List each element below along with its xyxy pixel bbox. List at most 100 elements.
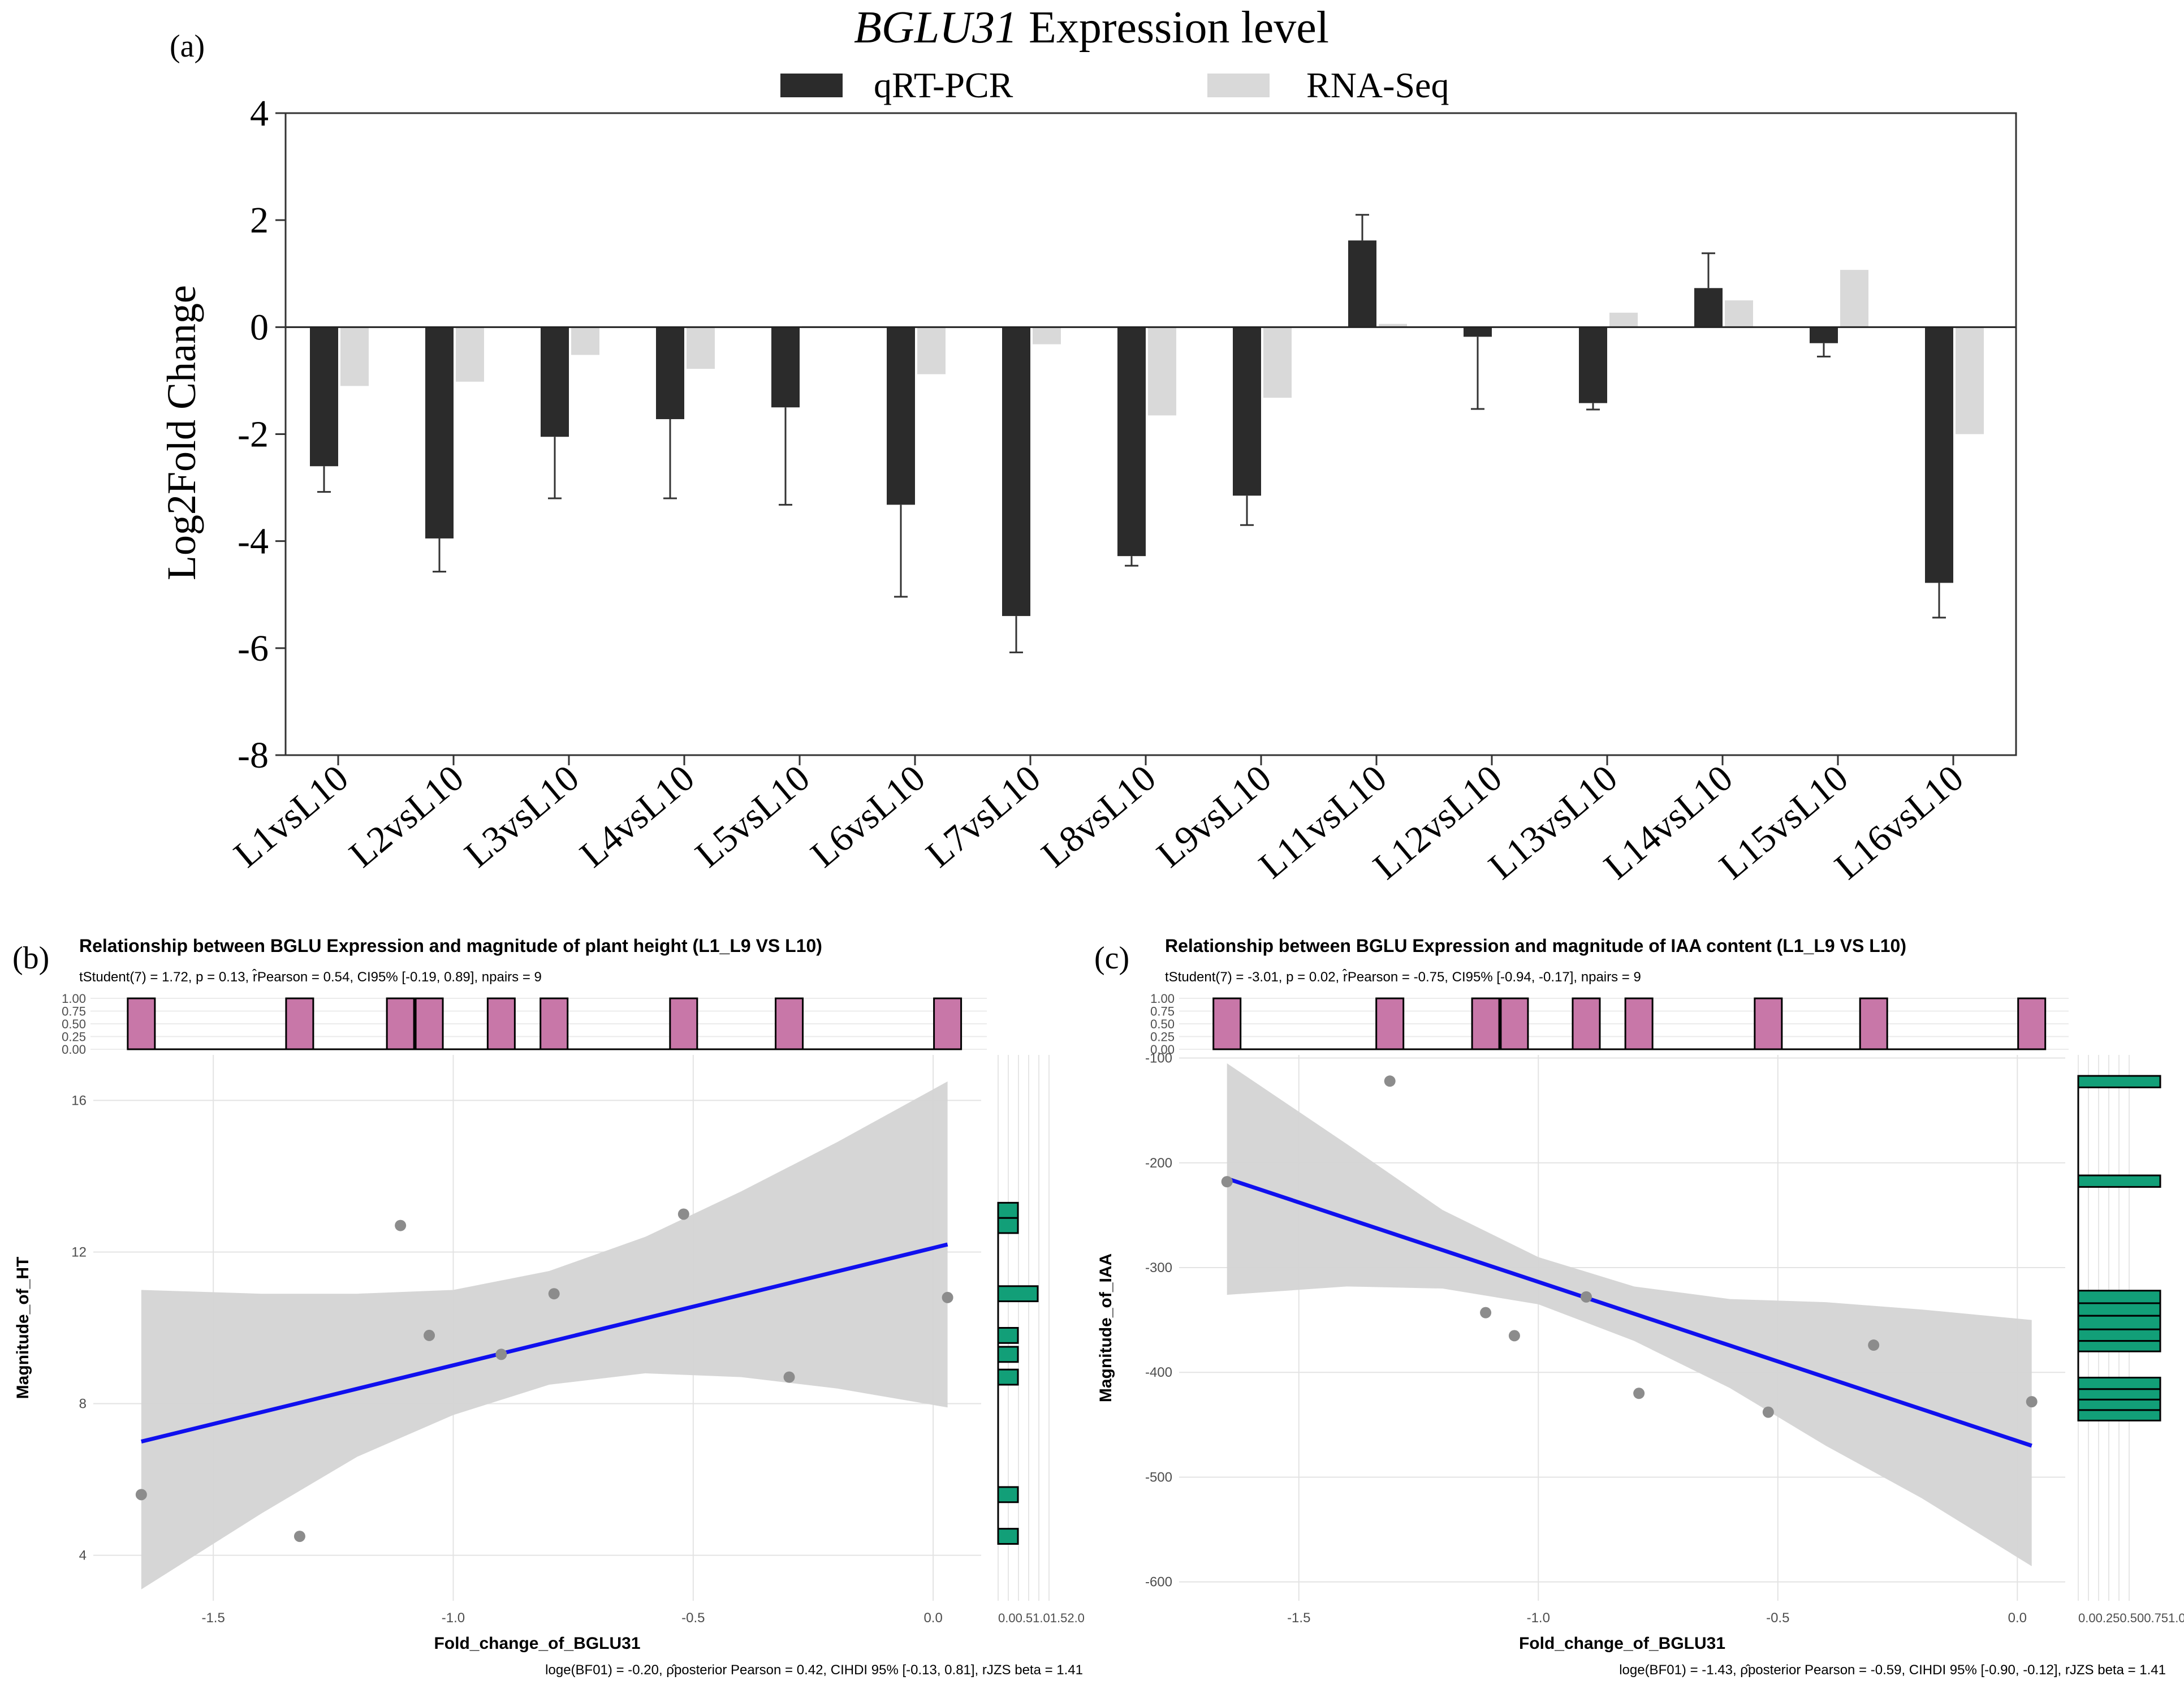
y-tick-label: -6 [238, 628, 269, 669]
hist-bin [997, 1368, 1019, 1386]
legend-swatch-rnaseq [1207, 74, 1270, 97]
bar-rna-seq [917, 327, 946, 374]
hist-bin [997, 1217, 1019, 1234]
data-point [1508, 1330, 1520, 1342]
bar-rna-seq [1840, 270, 1868, 328]
data-point [293, 1531, 305, 1542]
scatter-plot-area: -1.5 -1.0 -0.5 0.0 -100 -200 -300 -400 -500 -600 [1145, 1051, 2065, 1626]
panel-a-bar-chart: (a) BGLU31 Expression level qRT-PCR RNA-… [159, 3, 2017, 887]
legend: qRT-PCR RNA-Seq [780, 65, 1449, 105]
bar-rna-seq [456, 327, 484, 382]
x-tick-label: L2vsL10 [342, 757, 471, 876]
x-tick-label: -0.5 [681, 1610, 705, 1626]
hist-bin [1212, 997, 1242, 1050]
hist-y-tick-label: 0.50 [1150, 1017, 1175, 1031]
data-point [1480, 1307, 1492, 1319]
y-tick-label: 0 [250, 307, 269, 348]
bar-qrt-pcr [1117, 327, 1146, 557]
hist-bin [2017, 997, 2047, 1050]
side-marginal-histogram: 0.00.51.01.52.0 [997, 1055, 1085, 1625]
data-point [424, 1329, 435, 1341]
bar-qrt-pcr [541, 327, 569, 437]
x-tick-label: L7vsL10 [918, 757, 1048, 876]
hist-bin [285, 997, 314, 1050]
scatter-plot-area: -1.5 -1.0 -0.5 0.0 4 8 12 16 [71, 1055, 981, 1626]
bar-rna-seq [1609, 312, 1638, 328]
chart-title-gene: BGLU31 [854, 3, 1017, 53]
hist-bin [127, 997, 156, 1050]
bars [286, 214, 2016, 653]
hist-bin [2077, 1302, 2161, 1317]
hist-bin [1624, 997, 1654, 1050]
chart-title: BGLU31 Expression level [854, 3, 1329, 53]
plot-frame [284, 112, 2017, 756]
hist-bin [997, 1285, 1039, 1303]
data-point [548, 1288, 560, 1300]
top-marginal-histogram: 1.000.750.500.250.00 [62, 992, 987, 1057]
hist-y-tick-label: 0.25 [1150, 1030, 1175, 1044]
x-tick-label: -1.5 [201, 1610, 225, 1626]
bayes-caption: loge(BF01) = -0.20, ρ̂posterior Pearson … [545, 1662, 1083, 1678]
data-point [395, 1220, 407, 1231]
bar-qrt-pcr [887, 327, 915, 505]
bar-rna-seq [1033, 327, 1061, 344]
y-axis-title: Magnitude_of_IAA [1097, 1253, 1115, 1402]
x-axis-title: Fold_change_of_BGLU31 [434, 1634, 640, 1653]
data-point [1762, 1406, 1774, 1418]
chart-title-rest: Expression level [1017, 3, 1329, 53]
x-tick-label: 0.0 [2008, 1610, 2027, 1626]
panel-a-label: (a) [170, 29, 205, 64]
x-tick-label: L12vsL10 [1366, 757, 1510, 887]
y-tick-label: -600 [1145, 1575, 1172, 1590]
hist-bin [486, 997, 516, 1050]
y-axis: 4 2 0 -2 -4 -6 -8 [238, 93, 286, 776]
hist-bin [1471, 997, 1500, 1050]
x-tick-label: L8vsL10 [1034, 757, 1163, 876]
bar-qrt-pcr [1233, 327, 1261, 496]
bar-qrt-pcr [1579, 327, 1607, 403]
bar-qrt-pcr [425, 327, 454, 538]
bar-rna-seq [1725, 300, 1753, 328]
y-axis-title: Log2Fold Change [159, 285, 204, 580]
bar-rna-seq [340, 327, 369, 386]
hist-bin [2077, 1174, 2161, 1188]
bar-rna-seq [571, 327, 599, 355]
plot-title: Relationship between BGLU Expression and… [1165, 936, 1906, 956]
hist-y-tick-label: 0.25 [62, 1030, 86, 1044]
hist-bin [2077, 1290, 2161, 1304]
x-tick-label: L6vsL10 [803, 757, 933, 876]
bar-rna-seq [1263, 327, 1292, 398]
bar-qrt-pcr [771, 327, 800, 408]
y-tick-label: -2 [238, 414, 269, 455]
hist-bin [1375, 997, 1405, 1050]
hist-y-tick-label: 0.50 [62, 1017, 86, 1031]
hist-bin [775, 997, 804, 1050]
y-tick-label: -500 [1145, 1470, 1172, 1485]
y-tick-label: -200 [1145, 1156, 1172, 1171]
x-tick-label: -1.0 [442, 1610, 465, 1626]
hist-y-tick-label: 0.00 [62, 1042, 86, 1057]
data-point [2026, 1396, 2038, 1408]
hist-bin [997, 1201, 1019, 1219]
x-tick-label: L5vsL10 [688, 757, 817, 876]
y-tick-label: 4 [79, 1548, 87, 1563]
data-point [495, 1348, 507, 1360]
hist-bin [2077, 1409, 2161, 1421]
data-point [1633, 1388, 1645, 1399]
legend-label-qrt: qRT-PCR [874, 65, 1013, 105]
x-tick-label: L16vsL10 [1827, 757, 1971, 887]
y-tick-label: 16 [71, 1093, 87, 1108]
hist-bin [415, 997, 444, 1050]
bayes-caption: loge(BF01) = -1.43, ρ̂posterior Pearson … [1619, 1662, 2166, 1678]
panel-b-scatter: (b) Relationship between BGLU Expression … [12, 936, 1085, 1678]
y-tick-label: -4 [238, 521, 269, 562]
bar-rna-seq [1956, 327, 1984, 434]
x-tick-label: -0.5 [1766, 1610, 1789, 1626]
hist-bin [2077, 1398, 2161, 1411]
stats-subtitle: tStudent(7) = -3.01, p = 0.02, r̂Pearson… [1165, 969, 1641, 985]
hist-y-tick-label: 1.00 [1150, 992, 1175, 1006]
top-marginal-histogram: 1.000.750.500.250.00 [1150, 992, 2069, 1057]
bar-qrt-pcr [656, 327, 684, 420]
x-tick-label: L14vsL10 [1596, 757, 1741, 887]
